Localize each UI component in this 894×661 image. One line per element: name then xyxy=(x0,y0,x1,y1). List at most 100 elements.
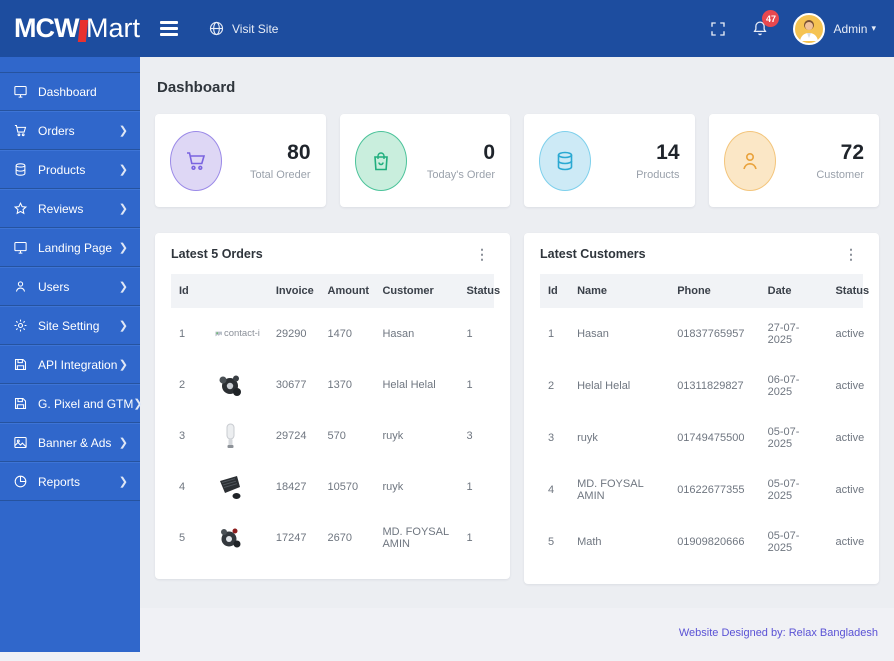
chevron-right-icon: ❯ xyxy=(118,281,128,293)
sidebar-item-users[interactable]: Users ❯ xyxy=(0,267,140,306)
sidebar-item-site-setting[interactable]: Site Setting ❯ xyxy=(0,306,140,345)
save-icon xyxy=(12,396,28,412)
sidebar-item-orders[interactable]: Orders ❯ xyxy=(0,111,140,150)
order-customer: Hasan xyxy=(382,327,415,340)
chevron-down-icon: ▾ xyxy=(871,23,876,33)
order-customer: ruyk xyxy=(382,429,404,442)
database-icon xyxy=(12,162,28,178)
notification-count-badge: 47 xyxy=(762,10,780,27)
chevron-right-icon: ❯ xyxy=(118,242,128,254)
shopping-bag-icon xyxy=(354,130,407,191)
sidebar-item-dashboard[interactable]: Dashboard xyxy=(0,72,140,111)
column-header: Customer xyxy=(374,274,459,308)
order-status: 1 xyxy=(466,480,473,493)
chevron-right-icon: ❯ xyxy=(118,203,128,215)
customer-phone: 01909820666 xyxy=(677,536,745,548)
customer-date: 05-07-2025 xyxy=(767,478,800,502)
sidebar-item-products[interactable]: Products ❯ xyxy=(0,150,140,189)
table-row: 1 contact-i 29290 1470 Hasan xyxy=(171,308,494,359)
customer-name: Hasan xyxy=(577,328,609,340)
table-row: 4 MD. FOYSAL AMIN 01622677355 05-07-2025… xyxy=(540,464,864,516)
sidebar-toggle-hamburger-icon[interactable] xyxy=(156,17,182,40)
monitor-icon xyxy=(12,240,28,256)
save-icon xyxy=(12,357,28,373)
sidebar-item-pixel-gtm[interactable]: G. Pixel and GTM ❯ xyxy=(0,384,143,423)
sidebar-item-reports[interactable]: Reports ❯ xyxy=(0,462,140,501)
brand-logo[interactable]: MCW Mart xyxy=(0,13,140,44)
top-bar: MCW Mart Visit Site xyxy=(0,0,894,57)
order-id: 4 xyxy=(179,480,186,493)
stat-label: Today's Order xyxy=(426,169,495,182)
column-header: Status xyxy=(458,274,500,308)
column-header: Phone xyxy=(669,274,760,308)
sidebar-item-label: Products xyxy=(38,162,86,177)
column-header xyxy=(206,274,268,308)
order-status: 1 xyxy=(466,378,473,391)
sidebar-item-label: Banner & Ads xyxy=(38,435,112,450)
person-icon xyxy=(723,130,776,191)
customer-name: Math xyxy=(577,536,602,548)
column-header: Status xyxy=(827,274,869,308)
brand-logo-bold: MCW xyxy=(14,13,79,43)
product-thumbnail xyxy=(220,528,241,547)
main-content: Dashboard 80 Total Oreder xyxy=(140,57,894,661)
stat-label: Total Oreder xyxy=(249,169,311,182)
column-header: Invoice xyxy=(267,274,320,308)
kebab-menu-icon[interactable]: ⋮ xyxy=(475,246,490,262)
order-id: 2 xyxy=(179,378,186,391)
footer-credit-link[interactable]: Website Designed by: Relax Bangladesh xyxy=(678,627,878,639)
visit-site-label: Visit Site xyxy=(232,21,279,36)
fullscreen-icon[interactable] xyxy=(709,20,727,38)
stat-label: Customer xyxy=(816,169,864,182)
stat-value: 0 xyxy=(483,140,495,164)
sidebar-item-label: API Integration xyxy=(38,357,118,372)
customer-id: 3 xyxy=(548,432,555,444)
order-customer: MD. FOYSAL AMIN xyxy=(382,525,449,550)
customers-table: Id Name Phone Date Status 1 Hasan xyxy=(540,274,869,568)
order-amount: 1370 xyxy=(327,378,353,391)
brand-logo-light: Mart xyxy=(86,13,140,43)
pie-chart-icon xyxy=(12,474,28,490)
table-row: 5 Math 01909820666 05-07-2025 active xyxy=(540,516,864,568)
latest-orders-title: Latest 5 Orders xyxy=(171,247,263,261)
latest-customers-title: Latest Customers xyxy=(540,247,646,261)
chevron-right-icon: ❯ xyxy=(118,125,128,137)
user-name-label: Admin xyxy=(833,21,868,36)
table-row: 4 18427 10570 ruy xyxy=(171,461,494,512)
order-id: 3 xyxy=(179,429,186,442)
order-amount: 570 xyxy=(327,429,346,442)
database-icon xyxy=(539,130,591,191)
column-header: Name xyxy=(569,274,670,308)
sidebar-item-label: Landing Page xyxy=(38,240,113,255)
notifications-bell-icon[interactable]: 47 xyxy=(751,10,780,38)
latest-customers-card: Latest Customers ⋮ Id Name Phone Date St… xyxy=(524,233,879,584)
order-amount: 1470 xyxy=(327,327,353,340)
cart-icon xyxy=(170,130,222,191)
kebab-menu-icon[interactable]: ⋮ xyxy=(844,246,859,262)
sidebar-item-reviews[interactable]: Reviews ❯ xyxy=(0,189,140,228)
column-header: Amount xyxy=(319,274,375,308)
stat-value: 80 xyxy=(287,140,311,164)
image-alt-text: contact-i xyxy=(223,328,260,339)
customer-phone: 01837765957 xyxy=(677,328,745,340)
stat-value: 14 xyxy=(656,140,680,164)
bottom-strip xyxy=(0,652,140,661)
order-status: 3 xyxy=(466,429,473,442)
chevron-right-icon: ❯ xyxy=(118,320,128,332)
order-id: 5 xyxy=(179,531,186,544)
column-header: Id xyxy=(171,274,207,308)
sidebar-item-api-integration[interactable]: API Integration ❯ xyxy=(0,345,140,384)
order-invoice: 29724 xyxy=(275,429,307,442)
order-customer: Helal Helal xyxy=(382,378,436,391)
stat-card-products: 14 Products xyxy=(524,114,695,207)
sidebar-item-landing-page[interactable]: Landing Page ❯ xyxy=(0,228,140,267)
user-menu[interactable]: Admin ▾ xyxy=(793,12,876,45)
user-icon xyxy=(12,279,28,295)
stat-card-customer: 72 Customer xyxy=(708,114,879,207)
customer-date: 05-07-2025 xyxy=(767,426,800,450)
table-row: 2 30677 1370 Hela xyxy=(171,359,494,410)
sidebar-item-label: Reports xyxy=(38,474,81,489)
star-icon xyxy=(12,201,28,217)
visit-site-link[interactable]: Visit Site xyxy=(208,20,278,37)
sidebar-item-banner-ads[interactable]: Banner & Ads ❯ xyxy=(0,423,140,462)
